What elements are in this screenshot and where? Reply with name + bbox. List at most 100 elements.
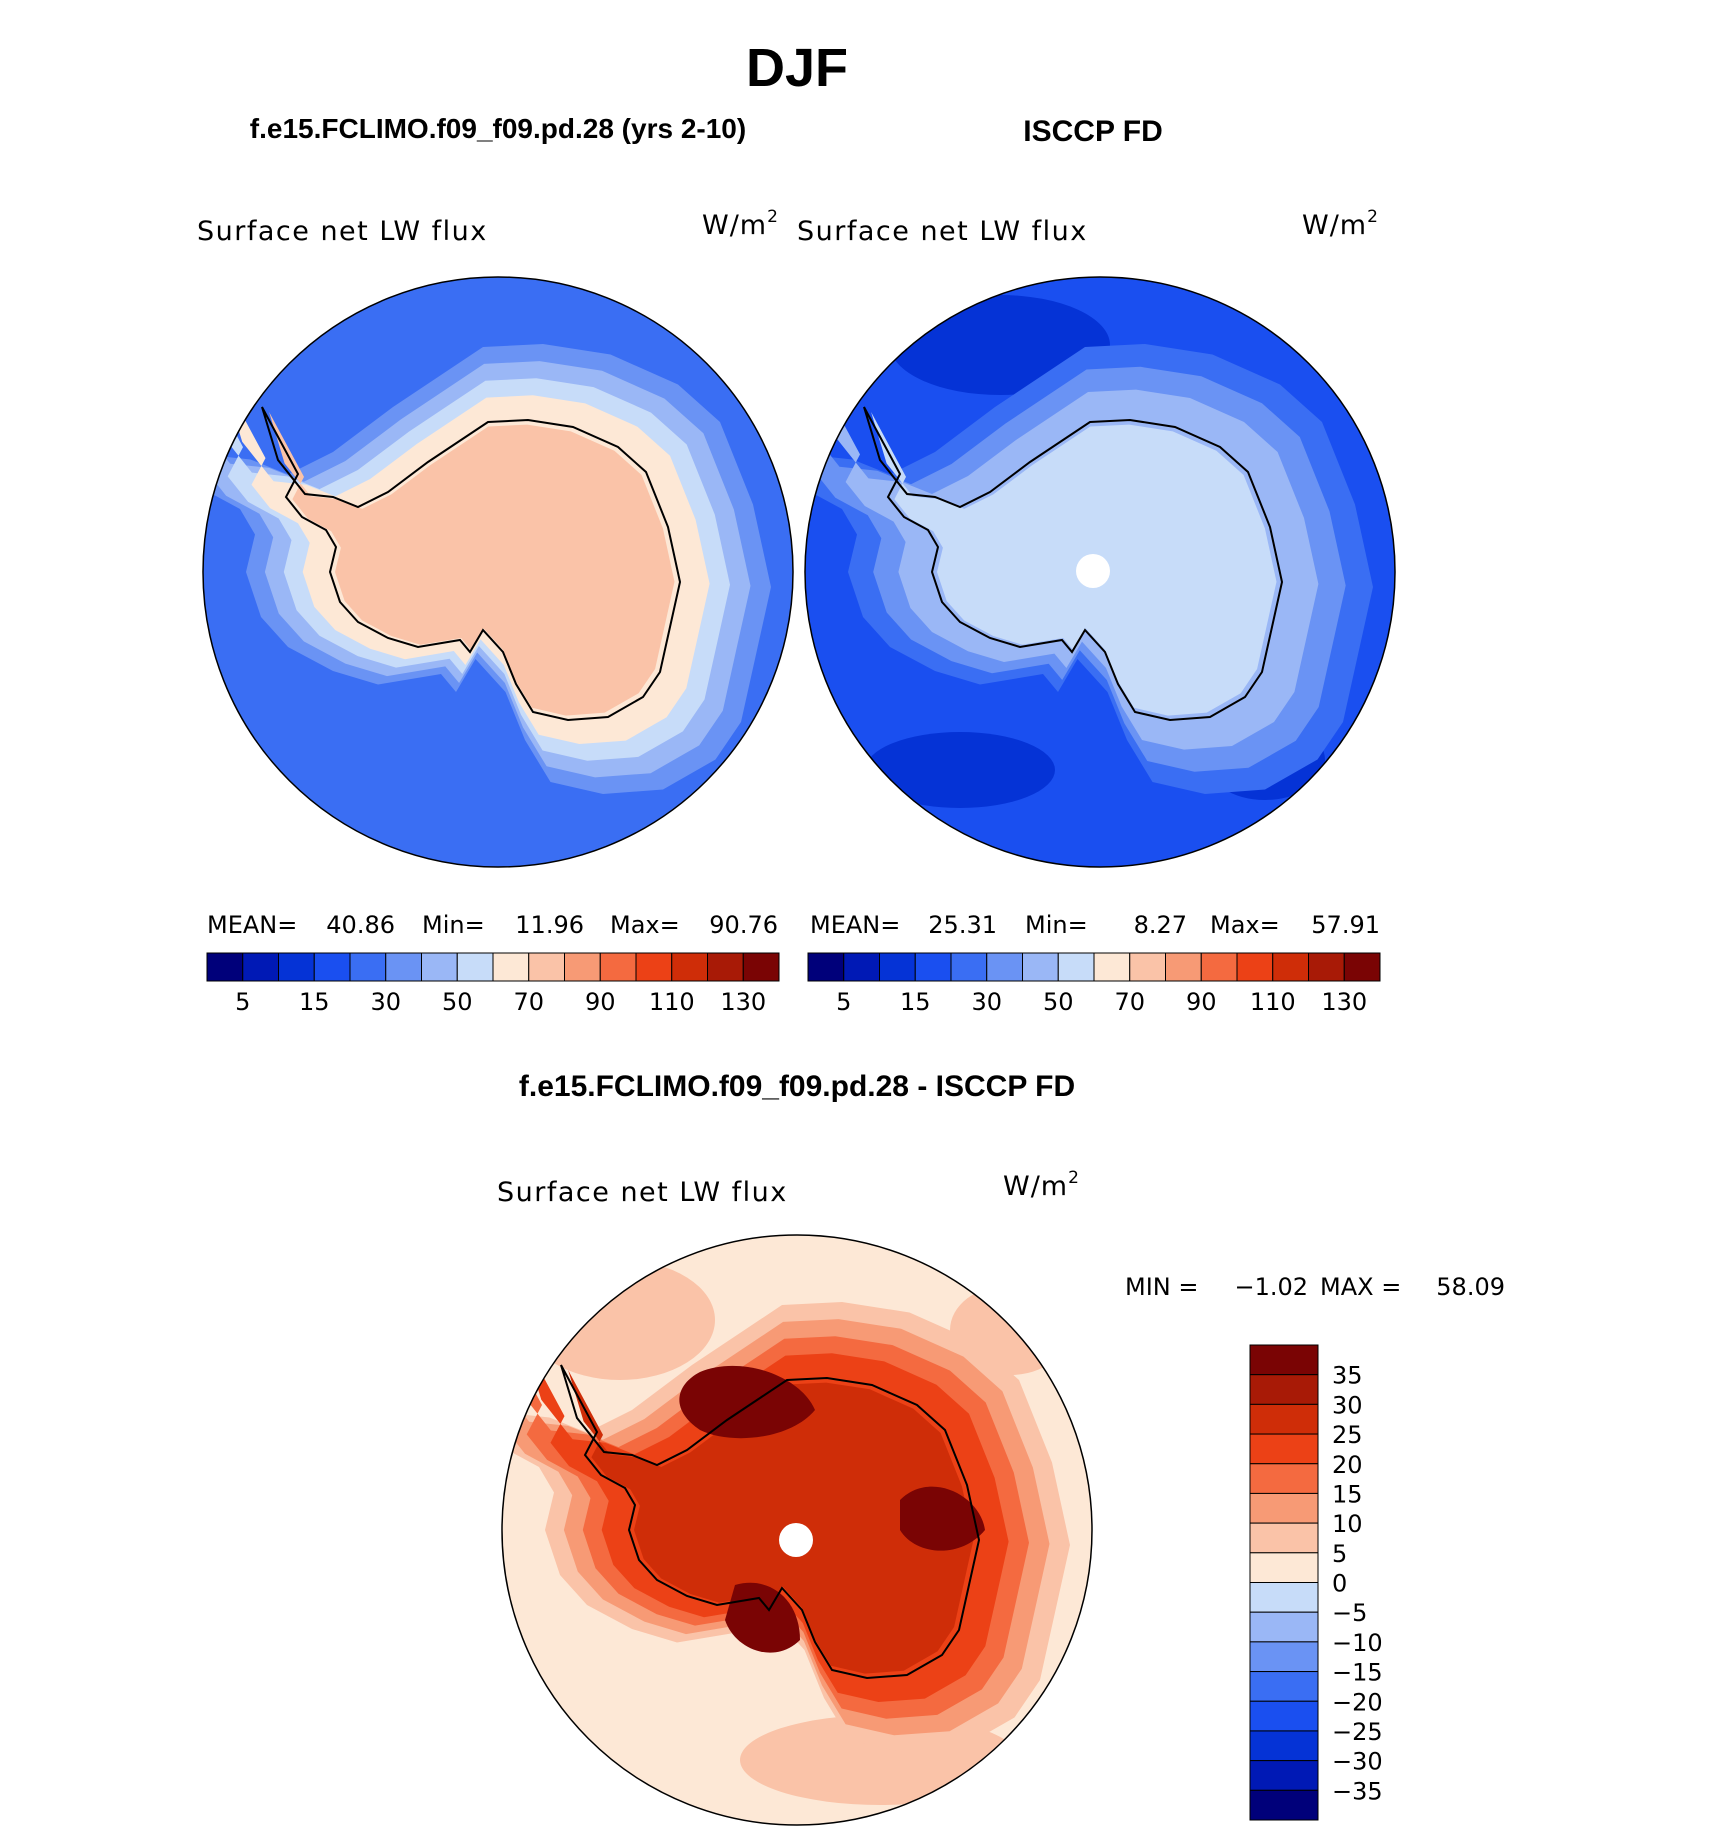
colorbar-model-swatch xyxy=(492,952,530,982)
colorbar-difference-swatch xyxy=(1249,1403,1319,1435)
colorbar-obs-swatch xyxy=(1272,952,1309,982)
colorbar-obs-swatch xyxy=(1236,952,1274,982)
colorbar-model-tick-label: 5 xyxy=(235,988,250,1016)
colorbar-obs-swatch xyxy=(879,952,916,982)
colorbar-obs-tick-label: 15 xyxy=(900,988,931,1016)
colorbar-difference-swatch xyxy=(1249,1789,1319,1821)
colorbar-difference-tick-label: 5 xyxy=(1332,1540,1347,1568)
colorbar-difference-swatch xyxy=(1249,1641,1319,1673)
colorbar-difference-swatch xyxy=(1249,1522,1319,1554)
colorbar-model-tick-label: 30 xyxy=(370,988,401,1016)
colorbar-obs-tick-label: 50 xyxy=(1043,988,1074,1016)
colorbar-difference-tick-label: 30 xyxy=(1332,1391,1363,1419)
colorbar-obs-swatch xyxy=(914,952,952,982)
colorbar-difference-swatch xyxy=(1249,1760,1319,1791)
colorbar-difference-swatch xyxy=(1249,1671,1319,1702)
interior-field xyxy=(871,412,1277,716)
colorbar-obs-tick-label: 110 xyxy=(1250,988,1296,1016)
stats-obs-min: 8.27 xyxy=(1134,911,1187,939)
colorbar-model: 5 15 30 50 70 90 110 130 xyxy=(206,952,780,1016)
colorbar-model-swatch xyxy=(742,952,780,982)
stats-obs-max: 57.91 xyxy=(1311,911,1380,939)
colorbar-obs-swatch xyxy=(807,952,845,982)
difference-min: −1.02 xyxy=(1234,1273,1308,1301)
colorbar-obs-swatch xyxy=(1022,952,1059,982)
panel-difference-variable: Surface net LW flux xyxy=(497,1177,788,1208)
colorbar-obs-tick-label: 90 xyxy=(1186,988,1217,1016)
colorbar-difference-swatch xyxy=(1249,1433,1319,1465)
colorbar-obs-swatch xyxy=(1057,952,1095,982)
panel-difference: f.e15.FCLIMO.f09_f09.pd.28 - ISCCP FD Su… xyxy=(497,1070,1505,1826)
colorbar-model-tick-label: 110 xyxy=(649,988,695,1016)
ocean-patch-obs-2 xyxy=(865,732,1055,808)
colorbar-difference-swatch xyxy=(1249,1344,1319,1376)
colorbar-difference-tick-label: 10 xyxy=(1332,1510,1363,1538)
panel-obs: ISCCP FD Surface net LW flux W/m2 MEAN= … xyxy=(797,115,1396,1016)
colorbar-difference-tick-label: 25 xyxy=(1332,1421,1363,1449)
colorbar-difference-tick-label: −20 xyxy=(1332,1688,1383,1716)
colorbar-difference-swatch xyxy=(1249,1582,1319,1613)
colorbar-model-tick-label: 50 xyxy=(442,988,473,1016)
colorbar-difference-swatch xyxy=(1249,1700,1319,1732)
colorbar-obs-tick-label: 30 xyxy=(971,988,1002,1016)
interior-field xyxy=(269,412,675,716)
colorbar-obs-swatch xyxy=(1129,952,1166,982)
colorbar-model-swatch xyxy=(242,952,279,982)
hot-region-difference-2 xyxy=(900,1486,985,1551)
stats-obs: MEAN= 25.31 Min= 8.27 Max= 57.91 xyxy=(810,911,1380,939)
stats-obs-max-label: Max= xyxy=(1210,911,1280,939)
polar-map-model xyxy=(203,277,793,867)
stats-model-min: 11.96 xyxy=(515,911,584,939)
colorbar-difference-swatch xyxy=(1249,1492,1319,1524)
colorbar-model-tick-label: 90 xyxy=(585,988,616,1016)
coastline-difference xyxy=(560,1364,981,1680)
ocean-patch-difference-1 xyxy=(525,1260,715,1380)
colorbar-model-swatch xyxy=(421,952,458,982)
panel-difference-units-exponent: 2 xyxy=(1068,1168,1080,1188)
colorbar-obs-tick-label: 5 xyxy=(836,988,851,1016)
colorbar-obs-swatch xyxy=(1343,952,1381,982)
colorbar-difference-tick-label: 0 xyxy=(1332,1570,1347,1598)
colorbar-obs-swatch xyxy=(950,952,988,982)
difference-min-label: MIN = xyxy=(1125,1273,1198,1301)
colorbar-model-swatch xyxy=(671,952,708,982)
colorbar-model-swatch xyxy=(349,952,387,982)
colorbar-model-swatch xyxy=(385,952,422,982)
colorbar-obs: 5 15 30 50 70 90 110 130 xyxy=(807,952,1381,1016)
stats-obs-mean-label: MEAN= xyxy=(810,911,900,939)
colorbar-difference-swatch xyxy=(1249,1730,1319,1762)
stats-model: MEAN= 40.86 Min= 11.96 Max= 90.76 xyxy=(207,911,778,939)
stats-model-max-label: Max= xyxy=(610,911,680,939)
interior-field xyxy=(568,1370,974,1674)
figure-title: DJF xyxy=(746,38,848,98)
colorbar-difference-tick-label: 15 xyxy=(1332,1480,1363,1508)
panel-difference-units-base: W/m xyxy=(1003,1171,1068,1202)
map-frame-difference xyxy=(501,1234,1093,1826)
colorbar-difference-swatch xyxy=(1249,1611,1319,1643)
panel-model-units: W/m2 xyxy=(702,207,779,241)
panel-model-units-base: W/m xyxy=(702,210,767,241)
colorbar-model-swatch xyxy=(456,952,494,982)
colorbar-difference-tick-label: −35 xyxy=(1332,1777,1383,1805)
colorbar-obs-tick-label: 70 xyxy=(1114,988,1145,1016)
colorbar-obs-swatch xyxy=(1165,952,1202,982)
stats-obs-mean: 25.31 xyxy=(928,911,997,939)
coastline-model xyxy=(261,406,682,722)
colorbar-model-swatch xyxy=(707,952,744,982)
stats-model-min-label: Min= xyxy=(422,911,485,939)
panel-model: f.e15.FCLIMO.f09_f09.pd.28 (yrs 2-10) Su… xyxy=(197,113,794,1016)
colorbar-obs-swatch xyxy=(843,952,880,982)
stats-model-mean-label: MEAN= xyxy=(207,911,297,939)
difference-max-label: MAX = xyxy=(1320,1273,1401,1301)
polar-map-difference xyxy=(502,1235,1092,1825)
map-frame-model xyxy=(202,276,794,868)
colorbar-difference-swatch xyxy=(1249,1463,1319,1494)
colorbar-difference-tick-label: −30 xyxy=(1332,1748,1383,1776)
colorbar-obs-tick-label: 130 xyxy=(1321,988,1367,1016)
colorbar-model-swatch xyxy=(635,952,673,982)
pole-hole-difference xyxy=(779,1523,813,1557)
colorbar-model-swatch xyxy=(278,952,315,982)
colorbar-obs-swatch xyxy=(986,952,1023,982)
